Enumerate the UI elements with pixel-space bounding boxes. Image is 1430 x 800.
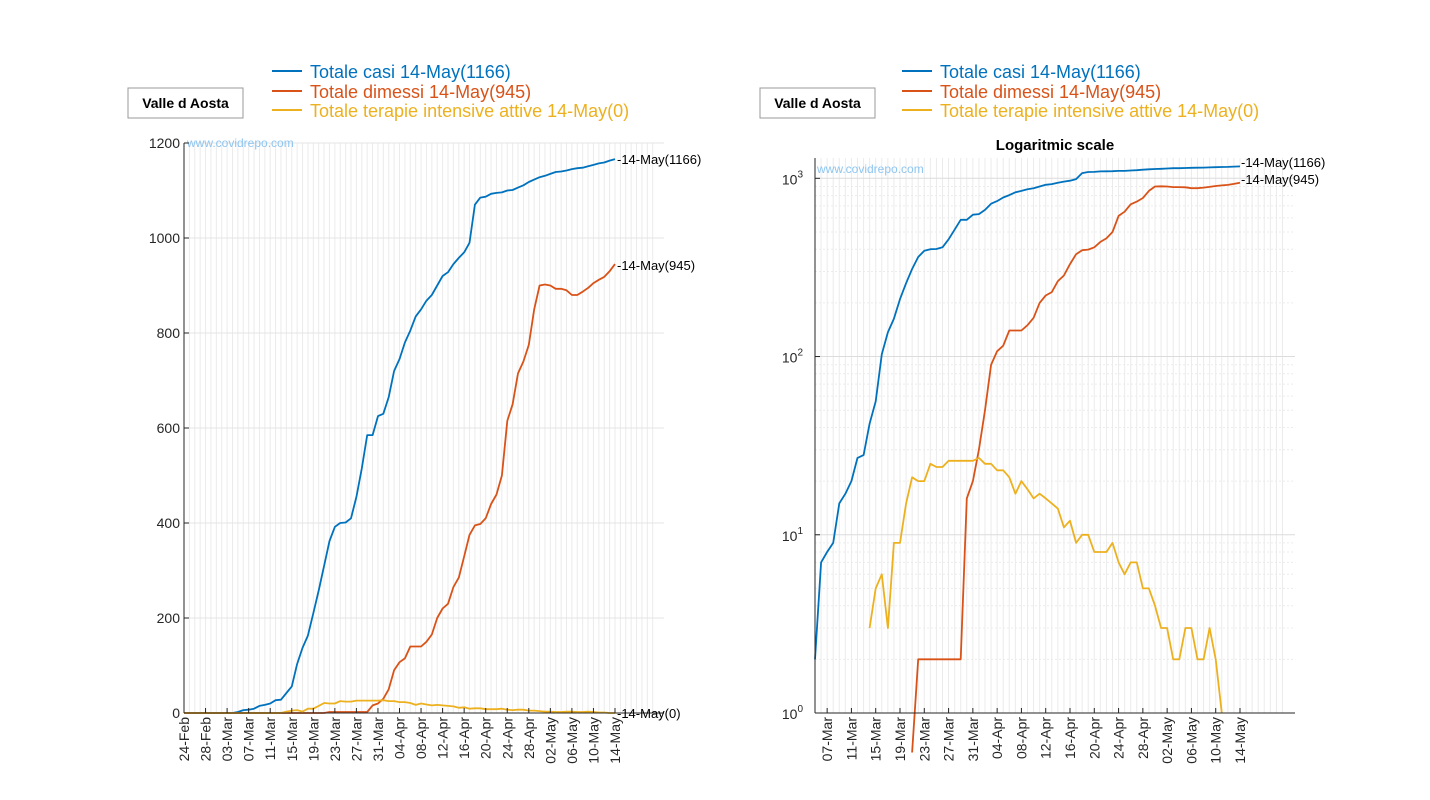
right-legend: Totale casi 14-May(1166) Totale dimessi … [902,62,1259,121]
y-tick-label: 800 [157,325,181,341]
y-tick-label: 103 [782,169,804,187]
left-grid [183,142,664,714]
x-tick-label: 12-Apr [435,717,451,759]
right-panel: Totale casi 14-May(1166) Totale dimessi … [759,62,1325,764]
left-axes: 0 200 400 600 800 1000 1200 24-Feb 28-Feb 03-Mar 0… [149,135,664,764]
series-line-casi [814,165,1241,660]
left-series [184,158,616,714]
legend-label-terapie: Totale terapie intensive attive 14-May(0… [310,101,629,121]
x-tick-label: 12-Apr [1038,717,1054,759]
y-tick-label: 400 [157,515,181,531]
x-tick-label: 14-May [607,717,623,764]
end-label-dimessi: -14-May(945) [617,258,695,273]
y-tick-label: 600 [157,420,181,436]
series-line-dimessi [911,181,1241,753]
y-tick-label: 1000 [149,230,180,246]
x-tick-label: 06-May [564,717,580,764]
end-label-terapie: -14-May(0) [617,706,681,721]
x-tick-label: 08-Apr [413,717,429,759]
x-tick-label: 16-Apr [456,717,472,759]
x-tick-label: 07-Mar [241,717,257,762]
legend-label-terapie: Totale terapie intensive attive 14-May(0… [940,101,1259,121]
right-series [814,165,1241,753]
x-tick-label: 28-Apr [521,717,537,759]
x-tick-label: 02-May [542,717,558,764]
region-label-box [127,87,244,119]
x-tick-label: 24-Apr [499,717,515,759]
x-tick-label: 20-Apr [478,717,494,759]
x-tick-label: 24-Feb [176,717,192,762]
legend-label-dimessi: Totale dimessi 14-May(945) [940,82,1161,102]
y-tick-label: 102 [782,348,804,366]
chart-title: Logaritmic scale [996,137,1114,154]
left-panel: Totale casi 14-May(1166) Totale dimessi … [127,62,701,764]
y-tick-label: 101 [782,526,804,544]
x-tick-label: 03-Mar [219,717,235,762]
x-tick-label: 31-Mar [965,717,981,762]
watermark: www.covidrepo.com [186,136,294,150]
end-label-casi: -14-May(1166) [1241,155,1325,170]
region-label: Valle d Aosta [142,95,229,111]
x-tick-label: 14-May [1232,717,1248,764]
x-tick-label: 27-Mar [348,717,364,762]
x-tick-label: 23-Mar [916,717,932,762]
right-end-labels: -14-May(1166) -14-May(945) [1241,155,1325,187]
x-tick-label: 07-Mar [819,717,835,762]
x-tick-label: 28-Apr [1135,717,1151,759]
x-tick-label: 24-Apr [1111,717,1127,759]
x-tick-label: 15-Mar [284,717,300,762]
watermark: www.covidrepo.com [816,162,924,176]
series-line-terapie [184,699,615,714]
x-tick-label: 10-May [585,717,601,764]
x-tick-label: 04-Apr [392,717,408,759]
legend-label-casi: Totale casi 14-May(1166) [940,62,1141,82]
x-tick-label: 23-Mar [327,717,343,762]
x-tick-label: 02-May [1159,717,1175,764]
end-label-casi: -14-May(1166) [617,152,701,167]
series-line-casi [184,158,616,714]
x-tick-label: 19-Mar [892,717,908,762]
left-end-labels: -14-May(1166) -14-May(945) -14-May(0) [617,152,701,721]
right-axes: 100 101 102 103 07-Mar 11-Mar 15-Mar 19-Mar 23-M… [782,158,1295,764]
y-tick-label: 0 [172,705,180,721]
region-label-box [759,87,876,119]
y-tick-label: 1200 [149,135,180,151]
region-label: Valle d Aosta [774,95,861,111]
x-tick-label: 20-Apr [1086,717,1102,759]
x-tick-label: 27-Mar [941,717,957,762]
legend-label-dimessi: Totale dimessi 14-May(945) [310,82,531,102]
x-tick-label: 10-May [1208,717,1224,764]
legend-label-casi: Totale casi 14-May(1166) [310,62,511,82]
x-tick-label: 31-Mar [370,717,386,762]
left-legend: Totale casi 14-May(1166) Totale dimessi … [272,62,629,121]
x-tick-label: 11-Mar [843,717,859,761]
y-tick-label: 100 [782,704,804,722]
right-grid [814,158,1295,714]
x-tick-label: 06-May [1183,717,1199,764]
end-label-dimessi: -14-May(945) [1241,172,1319,187]
x-tick-label: 28-Feb [198,717,214,762]
x-tick-label: 15-Mar [868,717,884,762]
x-tick-label: 19-Mar [305,717,321,762]
series-line-terapie [868,456,1223,714]
x-tick-label: 08-Apr [1013,717,1029,759]
y-tick-label: 200 [157,610,181,626]
series-line-dimessi [184,263,616,714]
x-tick-label: 04-Apr [989,717,1005,759]
x-tick-label: 11-Mar [262,717,278,761]
x-tick-label: 16-Apr [1062,717,1078,759]
